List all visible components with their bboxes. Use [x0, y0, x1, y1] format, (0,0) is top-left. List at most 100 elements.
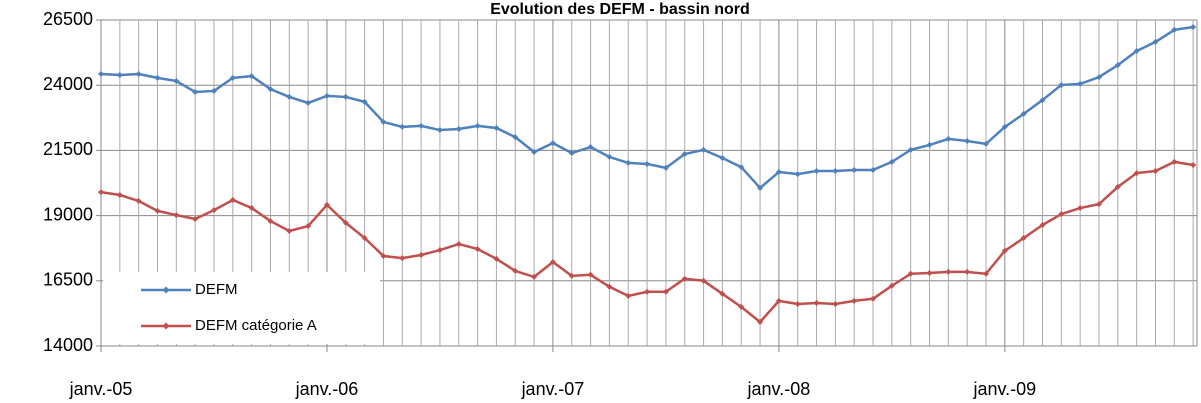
series-marker	[719, 290, 726, 297]
series-marker	[399, 123, 406, 130]
series-marker	[474, 122, 481, 129]
series-marker	[926, 269, 933, 276]
series-marker	[248, 205, 255, 212]
series-marker	[681, 275, 688, 282]
series-marker	[907, 270, 914, 277]
legend: DEFM DEFM catégorie A	[103, 272, 380, 344]
y-tick-label: 26500	[43, 9, 93, 29]
series-marker	[1114, 62, 1121, 69]
series-marker	[738, 164, 745, 171]
series-marker	[813, 299, 820, 306]
series-marker	[1077, 205, 1084, 212]
series-marker	[568, 272, 575, 279]
series-marker	[305, 223, 312, 230]
series-marker	[154, 207, 161, 214]
series-marker	[192, 88, 199, 95]
series-marker	[832, 301, 839, 308]
series-marker	[983, 140, 990, 147]
series-marker	[700, 146, 707, 153]
series-marker	[173, 212, 180, 219]
series-marker	[380, 118, 387, 125]
legend-box	[103, 272, 380, 344]
series-marker	[964, 268, 971, 275]
series-marker	[1001, 123, 1008, 130]
series-marker	[983, 270, 990, 277]
series-marker	[549, 259, 556, 266]
series-marker	[1190, 24, 1197, 31]
series-marker	[455, 241, 462, 248]
series-marker	[267, 86, 274, 93]
series-marker	[436, 247, 443, 254]
y-tick-label: 16500	[43, 270, 93, 290]
series-marker	[286, 227, 293, 234]
x-tick-label: janv.-07	[521, 379, 585, 399]
series-marker	[926, 141, 933, 148]
series-marker	[775, 297, 782, 304]
series-marker	[135, 70, 142, 77]
x-tick-label: janv.-05	[69, 379, 133, 399]
chart-title: Evolution des DEFM - bassin nord	[490, 1, 750, 18]
series-marker	[493, 255, 500, 262]
series-marker	[945, 268, 952, 275]
series-marker	[587, 271, 594, 278]
series-marker	[1058, 211, 1065, 218]
series-marker	[1095, 74, 1102, 81]
series-marker	[775, 169, 782, 176]
series-marker	[512, 267, 519, 274]
series-marker	[1039, 221, 1046, 228]
series-marker	[719, 154, 726, 161]
series-marker	[380, 253, 387, 260]
series-marker	[813, 168, 820, 175]
series-marker	[606, 283, 613, 290]
series-marker	[1152, 38, 1159, 45]
series-marker	[210, 87, 217, 94]
y-tick-label: 21500	[43, 139, 93, 159]
series-marker	[757, 184, 764, 191]
legend-marker	[162, 286, 170, 294]
legend-marker	[162, 322, 170, 330]
series-marker	[945, 135, 952, 142]
series-marker	[700, 277, 707, 284]
series-marker	[1190, 162, 1197, 169]
series-marker	[851, 297, 858, 304]
series-marker	[794, 301, 801, 308]
series-marker	[1058, 81, 1065, 88]
series-marker	[531, 273, 538, 280]
series-marker	[192, 215, 199, 222]
series-marker	[832, 168, 839, 175]
series-marker	[568, 150, 575, 157]
series-marker	[323, 92, 330, 99]
series-marker	[361, 98, 368, 105]
series-marker	[625, 159, 632, 166]
series-marker	[587, 144, 594, 151]
series-marker	[1171, 26, 1178, 33]
series-marker	[662, 164, 669, 171]
series-marker	[229, 196, 236, 203]
series-marker	[173, 78, 180, 85]
y-tick-label: 14000	[43, 335, 93, 355]
legend-label: DEFM catégorie A	[195, 317, 317, 334]
series-marker	[455, 126, 462, 133]
series-marker	[644, 160, 651, 167]
y-tick-label: 19000	[43, 204, 93, 224]
x-tick-label: janv.-06	[295, 379, 359, 399]
series-marker	[757, 319, 764, 326]
series-marker	[361, 235, 368, 242]
series-marker	[1152, 168, 1159, 175]
series-marker	[342, 219, 349, 226]
series-marker	[493, 124, 500, 131]
series-marker	[1114, 183, 1121, 190]
series-marker	[644, 288, 651, 295]
series-marker	[625, 292, 632, 299]
series-marker	[1001, 247, 1008, 254]
series-marker	[210, 207, 217, 214]
series-marker	[116, 72, 123, 79]
series-marker	[135, 197, 142, 204]
series-marker	[474, 245, 481, 252]
series-marker	[1171, 158, 1178, 165]
x-tick-label: janv.-09	[972, 379, 1036, 399]
series-marker	[154, 74, 161, 81]
series-marker	[662, 288, 669, 295]
series-marker	[116, 191, 123, 198]
series-marker	[399, 255, 406, 262]
